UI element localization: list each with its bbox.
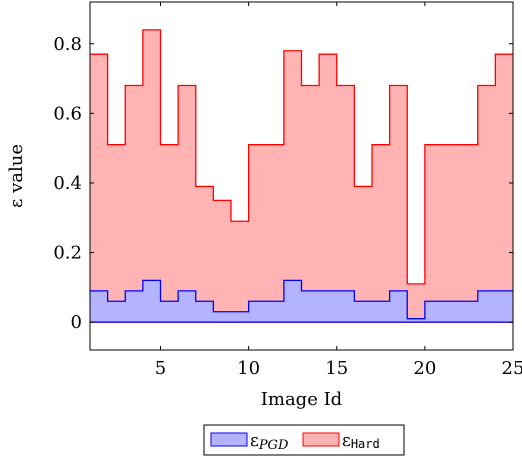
tick-layer: 5 10 15 20 25 0 0.2 0.4 0.6 0.8 [53,2,522,379]
legend-swatch-hard [302,432,340,447]
y-tick-label-3: 0.6 [53,103,82,124]
legend-label-hard-base: ε [342,431,351,451]
legend-label-pgd-base: ε [250,431,259,451]
x-tick-label-15: 15 [325,358,348,379]
legend: εPGD εHard [203,424,405,456]
y-tick-label-1: 0.2 [53,243,82,264]
x-tick-label-20: 20 [413,358,436,379]
y-tick-label-2: 0.4 [53,173,82,194]
legend-label-hard: εHard [342,431,380,451]
x-tick-label-25: 25 [502,358,522,379]
x-axis-label: Image Id [261,389,342,410]
legend-label-hard-sub: Hard [351,437,380,451]
plot-frame [89,1,514,351]
y-tick-label-0: 0 [71,312,82,333]
x-tick-label-10: 10 [237,358,260,379]
series-layer [90,29,513,323]
series-line-hard [90,29,513,285]
legend-swatch-pgd [210,432,248,447]
x-tick-label-5: 5 [155,358,166,379]
y-axis-label: ε value [6,144,27,208]
y-tick-label-4: 0.8 [53,34,82,55]
legend-label-pgd-sub: PGD [258,438,289,453]
legend-label-pgd: εPGD [250,431,289,453]
series-line-pgd [90,279,513,320]
